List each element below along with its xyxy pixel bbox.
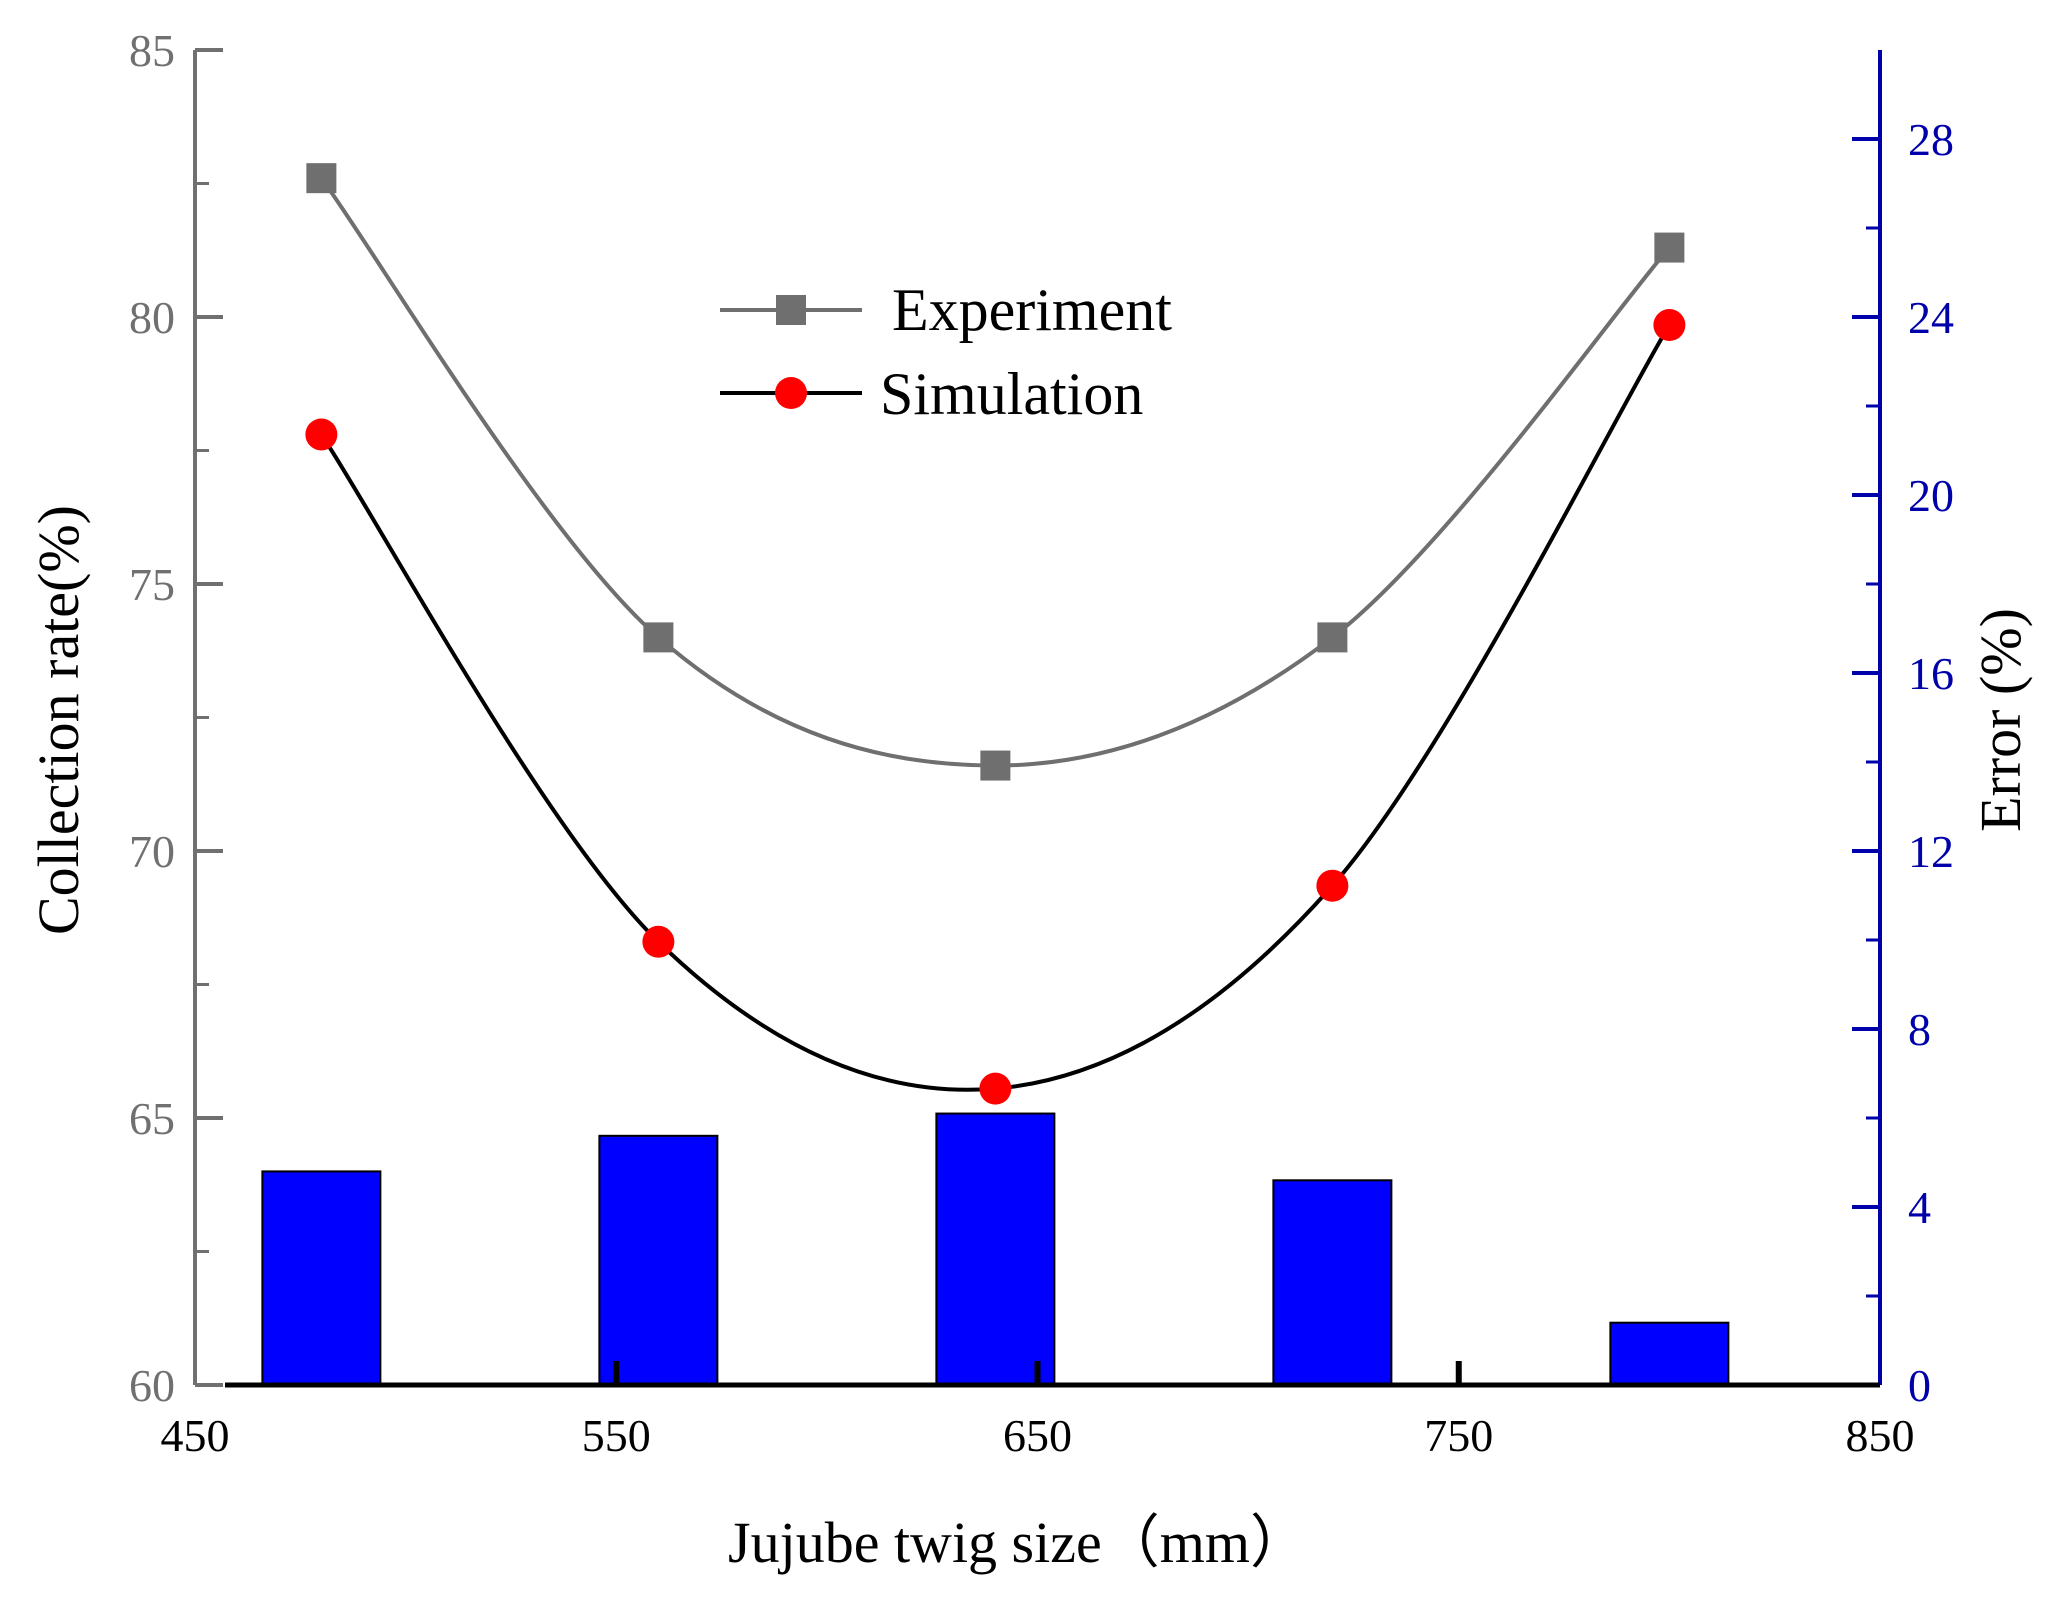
x-axis-tick-label: 850 bbox=[1846, 1410, 1915, 1461]
legend: Experiment Simulation bbox=[720, 277, 1172, 427]
simulation-point bbox=[1316, 869, 1349, 902]
experiment-line bbox=[319, 176, 1671, 768]
error-bar bbox=[1272, 1179, 1393, 1387]
error-bar bbox=[1609, 1321, 1730, 1386]
x-axis-tick-label: 650 bbox=[1003, 1410, 1072, 1461]
right-axis-tick-label: 4 bbox=[1908, 1182, 1931, 1233]
left-axis-tick-label: 75 bbox=[129, 559, 175, 610]
legend-simulation-marker bbox=[775, 377, 807, 409]
right-axis-title: Error (%) bbox=[1968, 608, 2033, 832]
left-axis-tick-label: 70 bbox=[129, 826, 175, 877]
right-axis-tick-label: 20 bbox=[1908, 470, 1954, 521]
legend-experiment-marker bbox=[776, 295, 806, 325]
experiment-point bbox=[1654, 232, 1685, 263]
left-axis-title: Collection rate(%) bbox=[26, 505, 91, 935]
x-axis-title: Jujube twig size（mm） bbox=[728, 1510, 1308, 1575]
right-axis-tick-label: 0 bbox=[1908, 1360, 1931, 1411]
series-markers bbox=[305, 163, 1686, 1105]
left-axis-tick-label: 65 bbox=[129, 1093, 175, 1144]
simulation-point bbox=[1653, 309, 1686, 342]
legend-simulation-label: Simulation bbox=[880, 361, 1143, 427]
simulation-point bbox=[979, 1072, 1012, 1105]
error-bar bbox=[935, 1112, 1056, 1387]
x-axis-tick-label: 750 bbox=[1424, 1410, 1493, 1461]
left-axis-tick-label: 80 bbox=[129, 292, 175, 343]
right-axis-tick-label: 24 bbox=[1908, 292, 1954, 343]
experiment-point bbox=[980, 750, 1011, 781]
simulation-line bbox=[319, 323, 1672, 1092]
right-axis-tick-label: 16 bbox=[1908, 648, 1954, 699]
right-axis-tick-label: 28 bbox=[1908, 114, 1954, 165]
experiment-point bbox=[1317, 622, 1348, 653]
right-axis-tick-label: 8 bbox=[1908, 1004, 1931, 1055]
error-bars bbox=[261, 1112, 1730, 1387]
left-axis-tick-label: 85 bbox=[129, 25, 175, 76]
legend-experiment-label: Experiment bbox=[892, 277, 1172, 343]
simulation-point bbox=[305, 418, 338, 451]
x-axis-tick-label: 550 bbox=[582, 1410, 651, 1461]
error-bar bbox=[261, 1170, 382, 1387]
experiment-point bbox=[643, 622, 674, 653]
experiment-point bbox=[306, 163, 337, 194]
right-axis-tick-label: 12 bbox=[1908, 826, 1954, 877]
error-bar bbox=[598, 1134, 719, 1387]
simulation-point bbox=[642, 925, 675, 958]
left-axis-tick-label: 60 bbox=[129, 1360, 175, 1411]
x-axis-tick-label: 450 bbox=[161, 1410, 230, 1461]
